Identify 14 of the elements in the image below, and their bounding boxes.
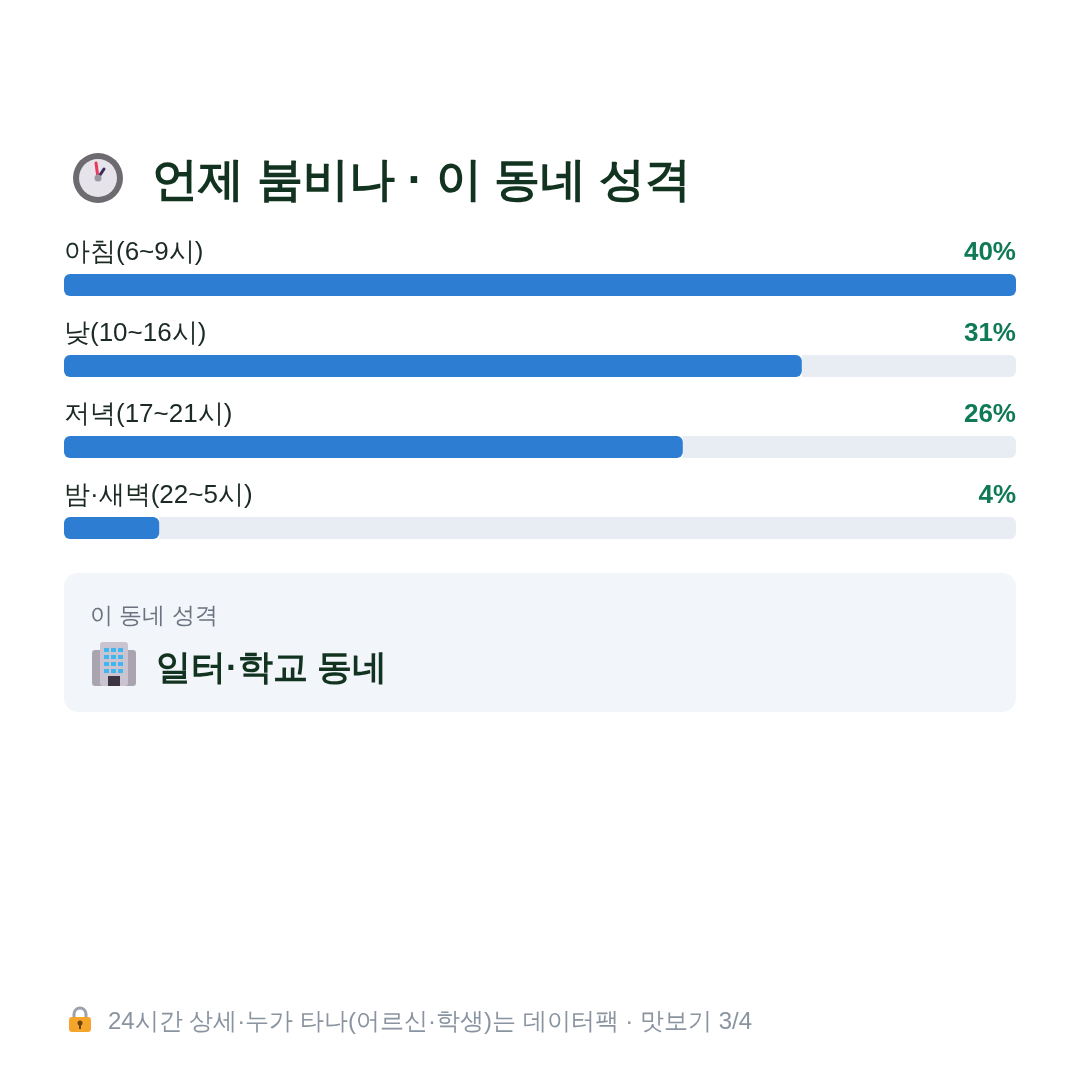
y-tick-label: 낮(10~16시) xyxy=(64,317,207,347)
y-tick-label: 밤·새벽(22~5시) xyxy=(64,479,253,509)
data-label: 4% xyxy=(978,479,1016,509)
y-tick-label: 저녁(17~21시) xyxy=(64,398,233,428)
data-label: 26% xyxy=(963,398,1016,428)
bar xyxy=(64,517,160,539)
data-label: 31% xyxy=(963,317,1016,347)
text: 24시간 상세·누가 타나(어르신·학생)는 데이터팩 · 맛보기 3/4 xyxy=(108,1007,753,1034)
text: 일터·학교 동네 xyxy=(156,647,388,686)
y-tick-label: 아침(6~9시) xyxy=(64,236,204,266)
data-label: 40% xyxy=(963,236,1016,266)
chart-title: 언제 붐비나 · 이 동네 성격 xyxy=(152,153,692,205)
text: 이 동네 성격 xyxy=(90,602,218,628)
bar xyxy=(64,274,1016,296)
